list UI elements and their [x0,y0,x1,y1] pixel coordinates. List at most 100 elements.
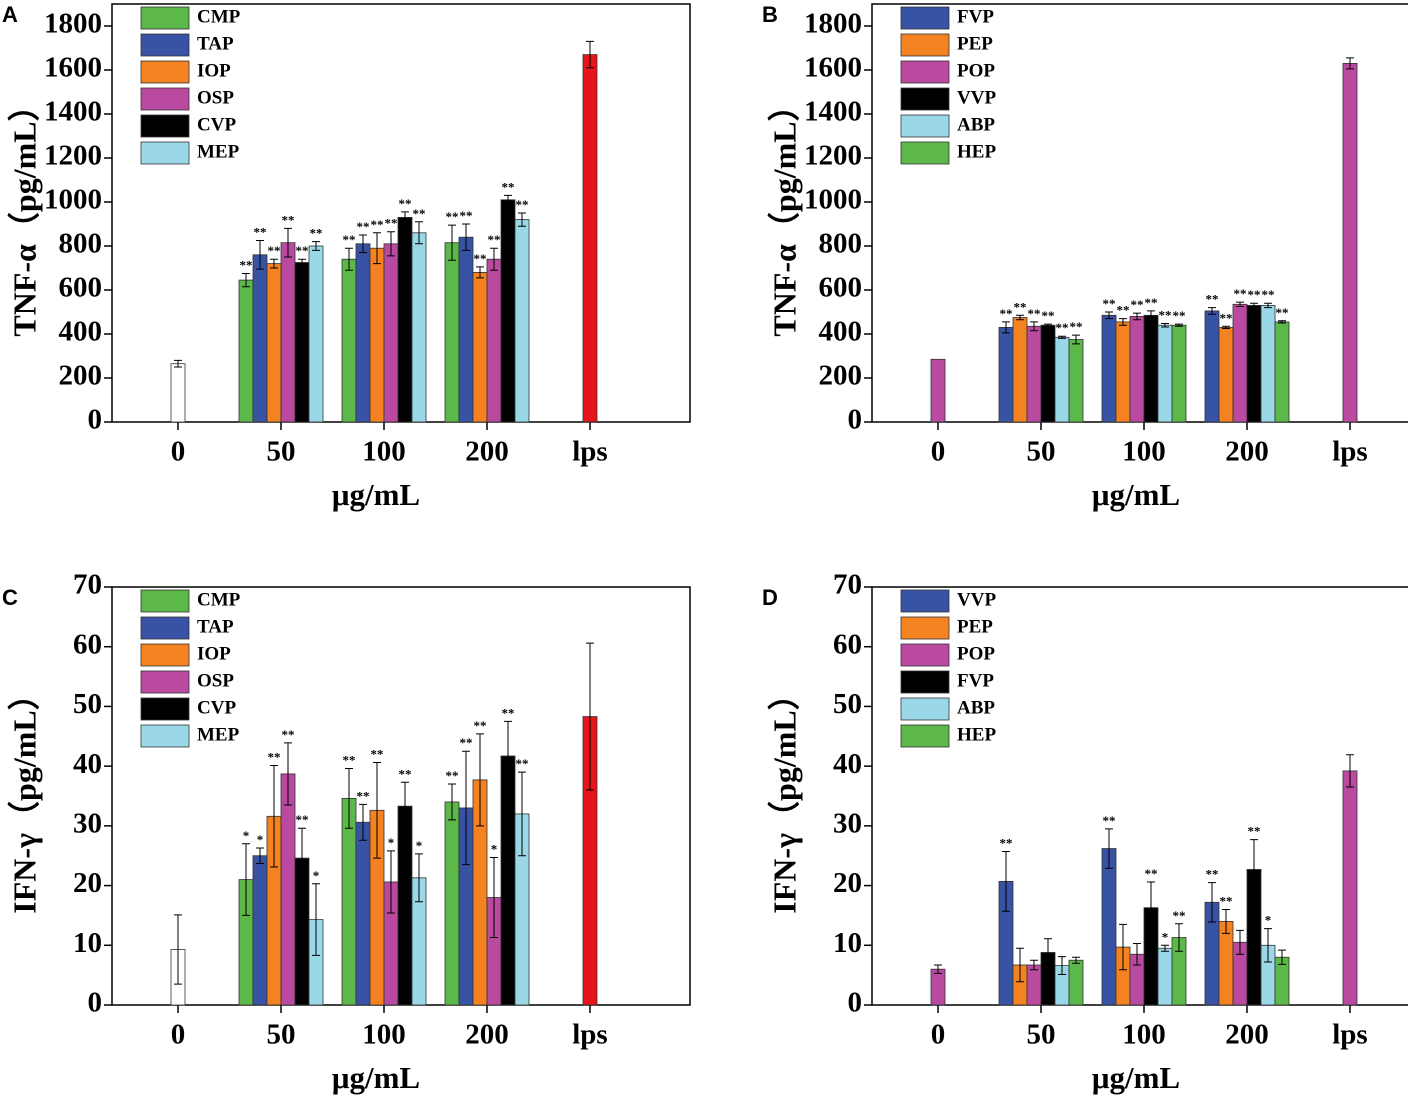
error-bar [1044,938,1052,967]
significance-label: ** [1070,319,1083,334]
legend-swatch [900,141,950,165]
significance-label: ** [1206,867,1219,882]
significance-label: ** [1103,813,1116,828]
bar [486,258,502,423]
error-bar [462,750,470,866]
bar [341,797,357,1006]
significance-label: * [243,828,250,843]
significance-label: ** [357,219,370,234]
panel: 0 200 400 600 800 1000 1200 1400 1600 1800 0 50 100 2… [2,2,691,512]
significance-label: ** [1220,310,1233,325]
significance-label: ** [516,197,529,212]
error-bar [1264,302,1272,309]
y-tick-label: 20 [833,867,862,899]
x-tick-label: 0 [931,436,946,468]
significance-label: ** [502,705,515,720]
x-tick-label: 50 [1027,436,1056,468]
x-tick-label: lps [572,436,607,468]
y-axis-label: TNF-α（pg/mL） [6,89,42,336]
error-bar [1278,949,1286,965]
significance-label: ** [1248,287,1261,302]
legend-label: PEP [957,33,993,54]
legend-swatch [140,643,190,667]
legend-swatch [900,589,950,613]
y-tick-label: 40 [833,748,862,780]
legend-swatch [140,87,190,111]
legend-label: OSP [197,670,234,691]
x-tick-label: 200 [465,1019,509,1051]
legend-label: OSP [197,87,234,108]
error-bar [448,783,456,821]
significance-label: ** [1042,308,1055,323]
legend-label: MEP [197,141,240,162]
legend-swatch [900,33,950,57]
significance-label: ** [399,766,412,781]
error-bar [415,221,423,245]
x-tick-label: lps [1332,1019,1367,1051]
bar [238,279,254,423]
significance-label: ** [516,756,529,771]
legend-label: CMP [197,6,241,27]
significance-label: ** [474,251,487,266]
error-bar [359,234,367,254]
y-tick-label: 200 [59,360,103,392]
y-tick-label: 600 [819,272,863,304]
error-bar [1058,956,1066,976]
significance-label: ** [343,753,356,768]
x-tick-label: 50 [1027,1019,1056,1051]
legend-swatch [140,141,190,165]
error-bar [1016,314,1024,321]
y-tick-label: 1600 [44,52,102,84]
legend-label: FVP [957,670,994,691]
significance-label: ** [296,812,309,827]
significance-label: ** [371,217,384,232]
legend-label: FVP [957,6,994,27]
error-bar [586,642,594,791]
significance-label: ** [413,206,426,221]
legend-swatch [900,6,950,30]
error-bar [1175,323,1183,327]
significance-label: ** [1220,893,1233,908]
error-bar [284,742,292,806]
significance-label: ** [1206,292,1219,307]
bar [383,243,399,423]
significance-label: ** [1262,287,1275,302]
y-tick-label: 1000 [804,184,862,216]
legend-label: IOP [197,643,231,664]
legend-label: ABP [957,114,995,135]
bar [582,54,598,423]
bar [294,262,310,423]
legend-label: TAP [197,33,234,54]
significance-label: ** [1173,308,1186,323]
error-bar [1002,851,1010,912]
bar [341,258,357,423]
error-bar [1133,312,1141,321]
y-tick-label: 0 [88,987,103,1019]
error-bar [476,266,484,279]
legend-swatch [900,87,950,111]
bar [1218,326,1234,423]
error-bar [934,964,942,974]
error-bar [1236,301,1244,307]
error-bar [504,720,512,792]
error-bar [1147,881,1155,934]
error-bar [242,843,250,916]
bar [266,263,282,423]
y-tick-label: 30 [73,808,102,840]
legend-label: POP [957,60,995,81]
error-bar [518,771,526,857]
error-bar [1119,923,1127,971]
y-tick-label: 800 [59,228,103,260]
panel-label: D [762,585,778,610]
x-axis-label: μg/mL [1092,1060,1180,1095]
error-bar [1058,335,1066,339]
bar [397,805,413,1006]
y-tick-label: 200 [819,360,863,392]
bar [472,271,488,423]
bar [397,216,413,423]
legend-swatch [900,616,950,640]
significance-label: ** [1028,306,1041,321]
error-bar [1030,321,1038,332]
bar [500,199,516,423]
